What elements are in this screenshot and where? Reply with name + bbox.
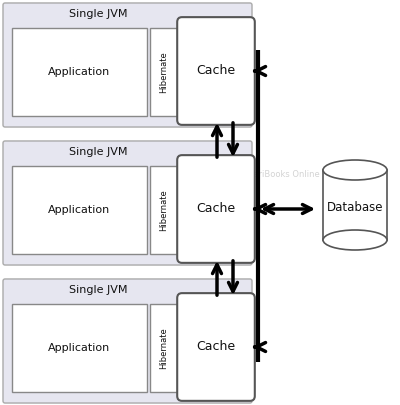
FancyBboxPatch shape bbox=[177, 293, 255, 401]
Text: Database: Database bbox=[327, 200, 383, 213]
Bar bbox=[323, 170, 387, 240]
FancyBboxPatch shape bbox=[3, 279, 252, 403]
Text: Cache: Cache bbox=[196, 202, 236, 215]
Text: Application: Application bbox=[48, 67, 111, 77]
Bar bbox=[150, 28, 178, 116]
Bar bbox=[150, 166, 178, 254]
Text: Application: Application bbox=[48, 343, 111, 353]
Bar bbox=[12, 28, 147, 116]
Text: Hibernate: Hibernate bbox=[160, 51, 168, 93]
Bar bbox=[12, 166, 147, 254]
Text: Application: Application bbox=[48, 205, 111, 215]
Text: Hibernate: Hibernate bbox=[160, 189, 168, 231]
Ellipse shape bbox=[323, 160, 387, 180]
Text: SafariBooks Online #1997: SafariBooks Online #1997 bbox=[240, 171, 350, 179]
Text: Cache: Cache bbox=[196, 341, 236, 354]
Ellipse shape bbox=[323, 230, 387, 250]
FancyBboxPatch shape bbox=[177, 155, 255, 263]
FancyBboxPatch shape bbox=[3, 141, 252, 265]
Text: Single JVM: Single JVM bbox=[69, 9, 127, 19]
Bar bbox=[12, 304, 147, 392]
Bar bbox=[150, 304, 178, 392]
FancyBboxPatch shape bbox=[3, 3, 252, 127]
FancyBboxPatch shape bbox=[177, 17, 255, 125]
Text: Hibernate: Hibernate bbox=[160, 327, 168, 369]
Text: Single JVM: Single JVM bbox=[69, 285, 127, 295]
Text: Single JVM: Single JVM bbox=[69, 147, 127, 157]
Text: Cache: Cache bbox=[196, 64, 236, 77]
